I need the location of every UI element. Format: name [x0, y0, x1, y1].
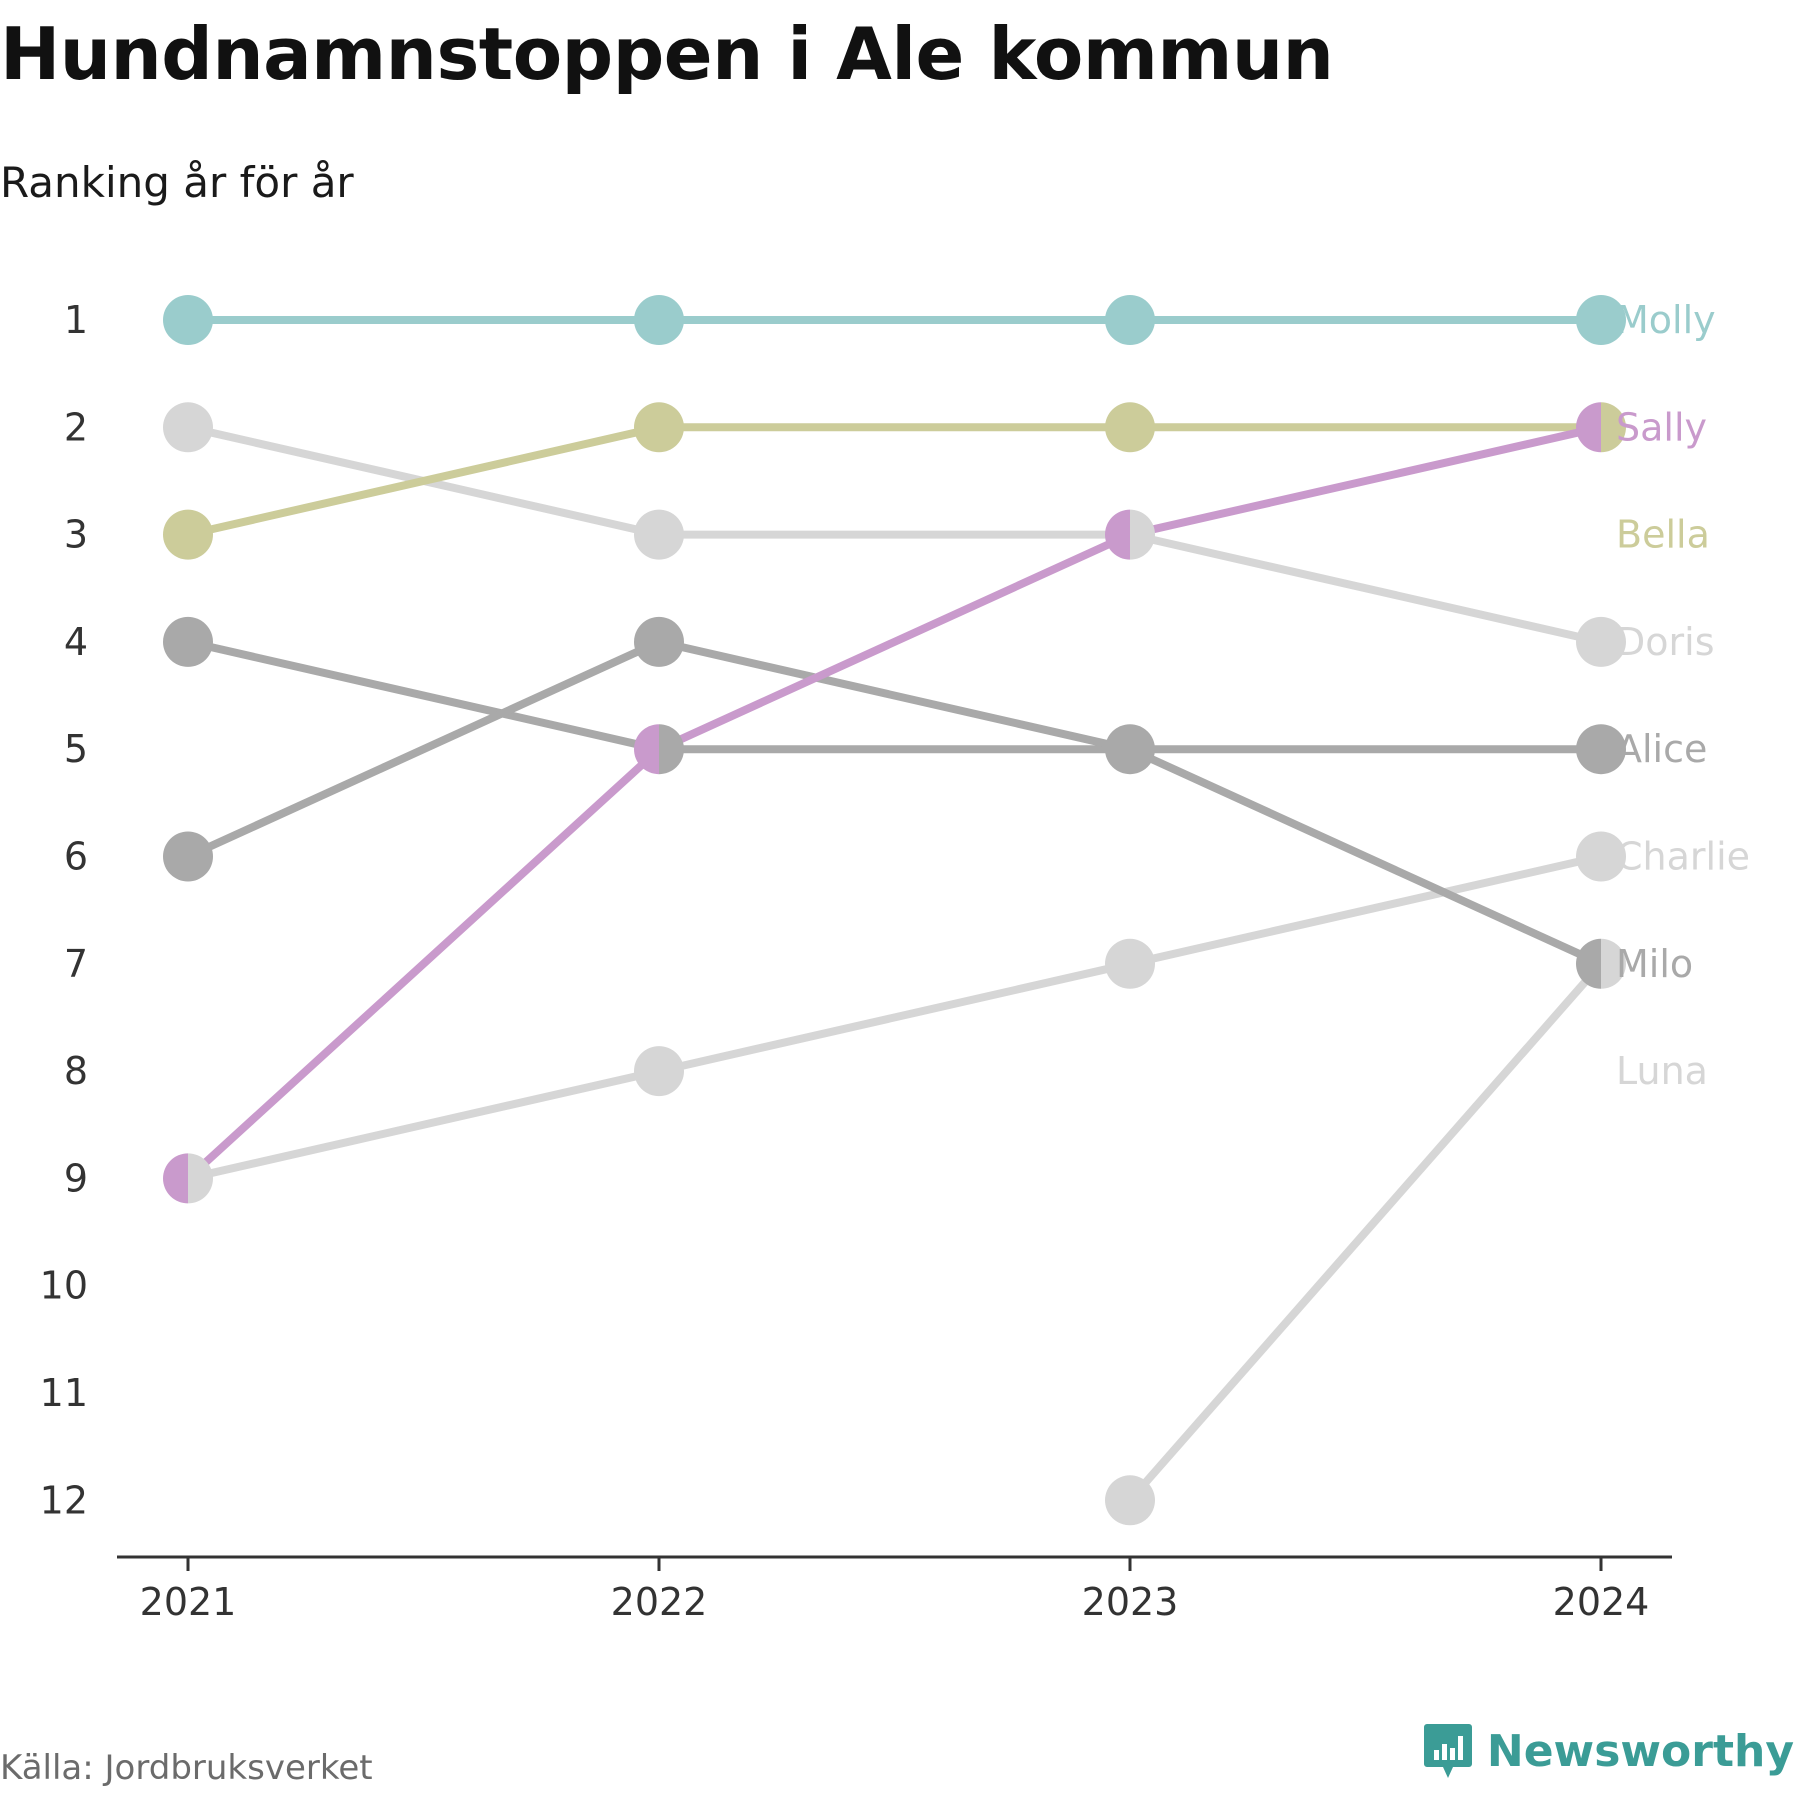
data-point-molly	[1105, 295, 1155, 345]
series-line-bella	[187, 423, 1601, 539]
y-tick-label: 1	[64, 298, 88, 342]
data-point-bella	[634, 402, 684, 453]
data-point-charlie	[1105, 938, 1155, 989]
series-label-sally: Sally	[1616, 405, 1707, 449]
x-tick-label: 2022	[611, 1580, 708, 1624]
newsworthy-logo-icon	[1423, 1724, 1472, 1778]
x-axis: 2021 2022 2023 2024	[117, 1555, 1672, 1624]
series-line-luna	[1126, 961, 1605, 1503]
x-tick-label: 2024	[1553, 1580, 1650, 1624]
series-line-alice	[186, 637, 1601, 861]
data-point-alice	[1576, 724, 1626, 775]
series-label-luna: Luna	[1616, 1049, 1708, 1093]
data-point-molly	[634, 295, 684, 345]
data-point-milo	[163, 616, 213, 667]
data-point-milo	[659, 724, 684, 775]
x-tick-label: 2021	[140, 1580, 237, 1624]
series-line-charlie	[187, 852, 1602, 1183]
y-tick-label: 7	[64, 942, 88, 986]
chart-title: Hundnamnstoppen i Ale kommun	[0, 12, 1334, 96]
data-point-sally	[163, 1153, 188, 1204]
series-lines	[185, 316, 1605, 1503]
series-label-alice: Alice	[1616, 727, 1707, 771]
data-point-bella	[1601, 402, 1626, 453]
series-points	[163, 295, 1626, 1526]
data-point-bella	[1105, 402, 1155, 453]
series-label-charlie: Charlie	[1616, 835, 1750, 879]
series-label-milo: Milo	[1616, 942, 1693, 986]
data-point-alice	[1105, 724, 1130, 775]
data-point-sally	[1105, 509, 1130, 560]
y-tick-label: 12	[40, 1478, 88, 1522]
data-point-charlie	[188, 1153, 214, 1204]
source-note: Källa: Jordbruksverket	[0, 1748, 373, 1788]
data-point-milo	[1130, 724, 1155, 775]
data-point-molly	[163, 295, 213, 345]
data-point-charlie	[634, 1046, 684, 1097]
x-tick-label: 2023	[1082, 1580, 1179, 1624]
data-point-doris	[1130, 509, 1155, 560]
data-point-milo	[1576, 938, 1601, 989]
y-tick-label: 8	[64, 1049, 88, 1093]
data-point-alice	[163, 831, 213, 882]
data-point-charlie	[1576, 831, 1626, 882]
series-label-bella: Bella	[1616, 513, 1710, 557]
y-tick-label: 2	[64, 405, 88, 449]
data-point-bella	[163, 509, 213, 560]
y-tick-label: 6	[64, 835, 88, 879]
series-label-molly: Molly	[1616, 298, 1716, 342]
data-point-luna	[1601, 938, 1626, 989]
series-line-milo	[187, 637, 1603, 968]
y-tick-label: 9	[64, 1156, 88, 1200]
data-point-doris	[634, 509, 684, 560]
data-point-sally	[633, 724, 659, 775]
data-point-molly	[1576, 295, 1626, 345]
data-point-doris	[163, 402, 213, 453]
brand-name: Newsworthy	[1486, 1725, 1794, 1777]
y-tick-label: 4	[64, 620, 88, 664]
data-point-alice	[634, 616, 684, 667]
data-point-sally	[1576, 402, 1601, 453]
series-line-sally	[185, 423, 1602, 1182]
y-tick-label: 3	[64, 513, 88, 557]
brand-logo[interactable]: Newsworthy	[1423, 1722, 1794, 1780]
data-point-doris	[1576, 616, 1626, 667]
series-line-doris	[187, 423, 1602, 646]
series-label-doris: Doris	[1616, 620, 1715, 664]
y-tick-label: 10	[40, 1264, 88, 1308]
series-end-labels: Molly Sally Bella Doris Alice Charlie Milo Luna	[1616, 298, 1750, 1093]
data-point-luna	[1105, 1475, 1155, 1526]
chart-subtitle: Ranking år för år	[0, 158, 354, 207]
y-tick-label: 11	[40, 1371, 88, 1415]
y-tick-label: 5	[64, 727, 88, 771]
